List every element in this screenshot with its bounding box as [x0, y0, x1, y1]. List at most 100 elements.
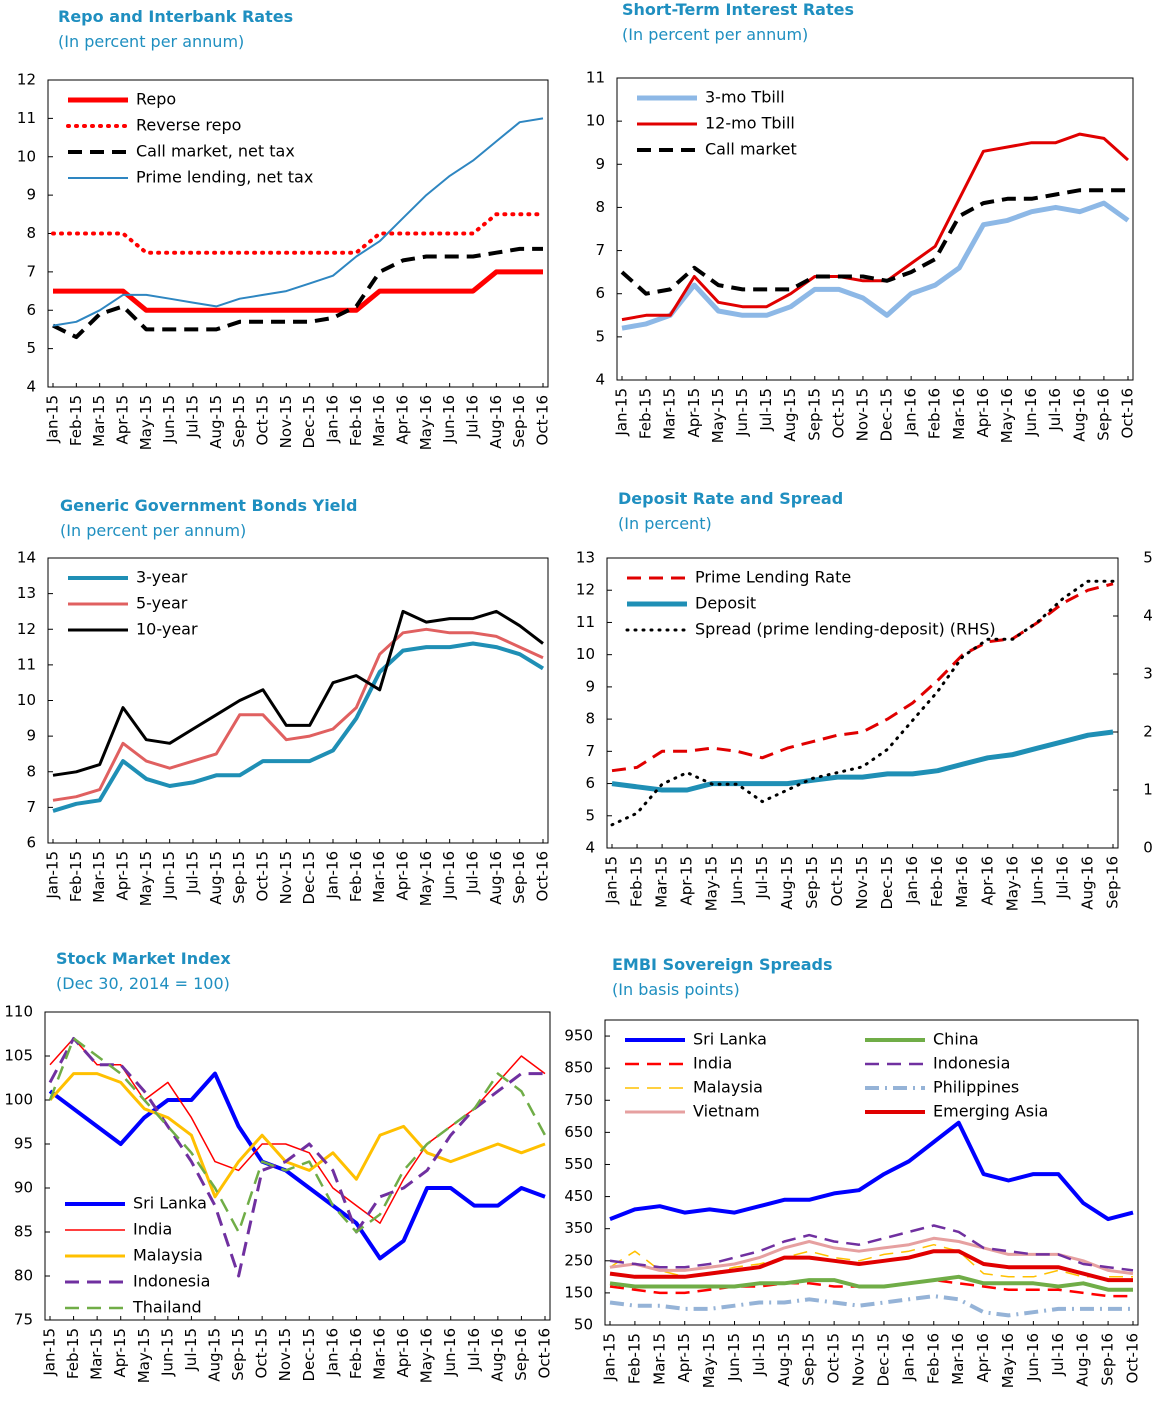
x-tick-label: Feb-15 [637, 388, 655, 439]
x-tick-label: Jan-16 [324, 395, 342, 444]
x-tick-label: Dec-15 [300, 851, 318, 905]
legend-label: Malaysia [693, 1078, 763, 1097]
y-tick-label: 110 [4, 1003, 33, 1021]
x-tick-label: May-16 [998, 388, 1016, 443]
x-tick-label: Sep-15 [230, 851, 248, 904]
y-tick-label: 8 [26, 762, 36, 780]
x-tick-label: Sep-15 [800, 1333, 818, 1386]
data-line [48, 1036, 545, 1278]
legend-label: 3-mo Tbill [705, 88, 785, 107]
chart-panel: Repo and Interbank Rates (In percent per … [17, 7, 552, 450]
chart-title: Short-Term Interest Rates [622, 0, 854, 19]
legend-label: Sri Lanka [693, 1030, 767, 1049]
legend-label: India [693, 1054, 732, 1073]
y-tick-label: 105 [4, 1047, 33, 1065]
legend-label: Sri Lanka [133, 1194, 207, 1213]
y-tick-label: 5 [595, 327, 605, 345]
chart-subtitle: (In basis points) [612, 980, 740, 999]
legend-label: 12-mo Tbill [705, 114, 795, 133]
y-tick-label: 10 [17, 691, 36, 709]
legend-label: Reverse repo [136, 116, 241, 135]
x-tick-label: Aug-16 [1070, 388, 1088, 442]
y-tick-label: 250 [564, 1251, 593, 1269]
x-tick-label: Oct-15 [253, 1328, 271, 1378]
data-line [52, 117, 544, 327]
y-tick-label: 13 [576, 549, 595, 567]
x-tick-label: Dec-15 [878, 388, 896, 442]
data-line [621, 132, 1130, 322]
y-tick-label: 75 [14, 1311, 33, 1329]
x-tick-label: Jun-16 [441, 1328, 459, 1377]
y-tick-label: 4 [595, 371, 605, 389]
legend-label: Indonesia [133, 1272, 210, 1291]
y-tick-label: 650 [564, 1123, 593, 1141]
x-tick-label: Apr-16 [974, 1333, 992, 1383]
x-tick-label: Oct-16 [534, 395, 552, 445]
data-line [48, 1071, 546, 1261]
y-tick-label: 11 [17, 109, 36, 127]
x-tick-label: Oct-15 [829, 388, 847, 438]
plot-frame [47, 557, 549, 844]
x-tick-label: Mar-15 [653, 856, 671, 908]
x-tick-label: Aug-16 [1078, 856, 1096, 910]
y-tick-label: 12 [17, 71, 36, 89]
data-line [609, 1294, 1133, 1318]
x-tick-label: Mar-15 [90, 851, 108, 903]
y-tick-label: 9 [26, 727, 36, 745]
y-tick-label: 7 [26, 262, 36, 280]
x-tick-label: Jan-16 [903, 856, 921, 905]
x-tick-label: Jul-15 [184, 851, 202, 895]
data-line [51, 212, 545, 255]
x-tick-label: Sep-16 [512, 1328, 530, 1381]
plot-frame [44, 1011, 551, 1321]
x-tick-label: May-15 [709, 388, 727, 443]
x-tick-label: May-16 [1003, 856, 1021, 911]
chart-subtitle: (In percent) [618, 514, 712, 533]
x-tick-label: Jul-16 [464, 395, 482, 439]
x-tick-label: Aug-15 [206, 1328, 224, 1382]
x-tick-label: Jul-15 [750, 1333, 768, 1377]
y2-tick-label: 1 [1143, 781, 1153, 799]
x-tick-label: Jun-15 [160, 851, 178, 900]
x-tick-label: Oct-16 [1124, 1333, 1142, 1383]
legend-label: Prime Lending Rate [695, 568, 851, 587]
y-tick-label: 6 [595, 284, 605, 302]
x-tick-label: Apr-15 [111, 1328, 129, 1378]
chart-panel: Stock Market Index (Dec 30, 2014 = 100) 75… [4, 949, 553, 1383]
x-tick-label: Jun-16 [440, 395, 458, 444]
chart-panel: EMBI Sovereign Spreads (In basis points) 5… [564, 955, 1141, 1388]
x-tick-label: Sep-15 [229, 1328, 247, 1381]
data-line [52, 609, 544, 777]
x-tick-label: Oct-15 [254, 395, 272, 445]
x-tick-label: Dec-15 [874, 1333, 892, 1387]
x-tick-label: Jul-16 [465, 1328, 483, 1372]
x-tick-label: Jan-15 [41, 1328, 59, 1377]
chart-panel: Deposit Rate and Spread (In percent) 4 5 6 7 8… [576, 489, 1153, 911]
data-line [48, 1072, 546, 1199]
y-tick-label: 85 [14, 1223, 33, 1241]
x-tick-label: Nov-15 [850, 1333, 868, 1386]
data-line [611, 729, 1114, 793]
legend-label: Thailand [132, 1298, 202, 1317]
x-tick-label: Aug-16 [487, 395, 505, 449]
x-tick-label: Jan-15 [44, 851, 62, 900]
data-line [609, 1274, 1133, 1292]
x-tick-label: Mar-16 [371, 1328, 389, 1380]
data-line [52, 627, 544, 802]
data-line [48, 1037, 547, 1234]
y-tick-label: 8 [595, 198, 605, 216]
y-tick-label: 12 [576, 581, 595, 599]
x-tick-label: Feb-16 [347, 851, 365, 902]
y-tick-label: 350 [564, 1219, 593, 1237]
data-line [53, 269, 543, 313]
y-tick-label: 550 [564, 1155, 593, 1173]
y-tick-label: 14 [17, 549, 36, 567]
x-tick-label: Mar-15 [650, 1333, 668, 1385]
y-tick-label: 50 [574, 1316, 593, 1334]
legend-label: 3-year [136, 568, 188, 587]
x-tick-label: Mar-16 [950, 388, 968, 440]
x-tick-label: Mar-15 [88, 1328, 106, 1380]
x-tick-label: Sep-16 [1094, 388, 1112, 441]
chart-subtitle: (In percent per annum) [58, 32, 244, 51]
